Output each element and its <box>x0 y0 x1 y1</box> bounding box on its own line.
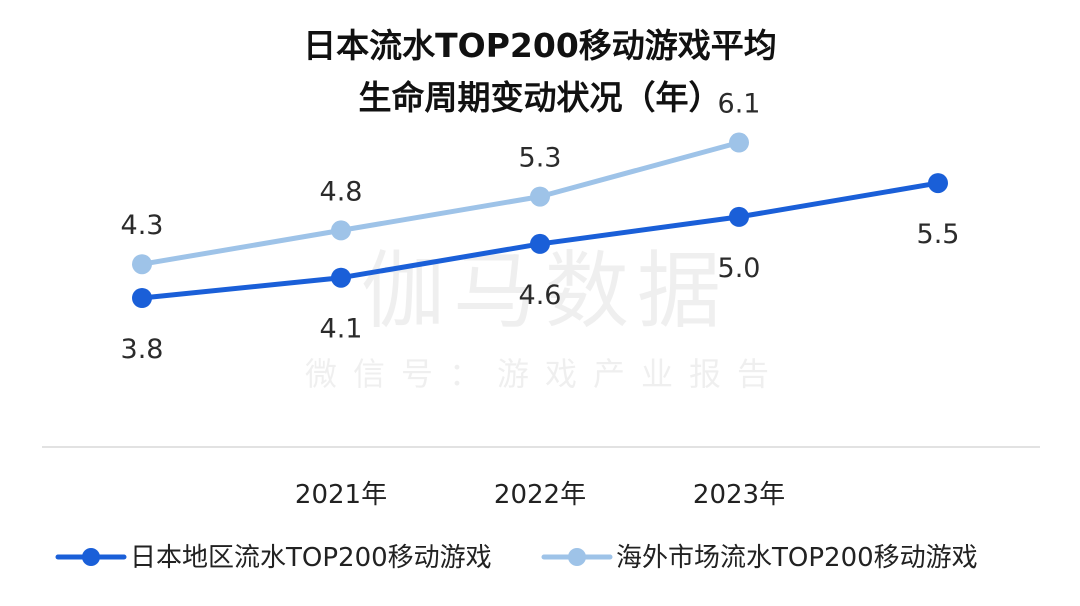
legend-label-overseas: 海外市场流水TOP200移动游戏 <box>616 543 978 573</box>
data-label-overseas-0: 4.3 <box>121 210 164 241</box>
data-point-japan-3 <box>729 206 749 227</box>
data-label-japan-4: 5.5 <box>917 219 960 250</box>
data-label-japan-0: 3.8 <box>121 334 164 365</box>
series-layer: 4.3 4.8 5.3 6.1 3.8 4.1 4.6 5.0 5.5 <box>121 89 960 365</box>
data-label-overseas-2: 5.3 <box>519 143 562 174</box>
data-point-japan-2 <box>530 233 550 254</box>
data-label-overseas-1: 4.8 <box>320 176 363 207</box>
legend-label-japan: 日本地区流水TOP200移动游戏 <box>130 543 492 573</box>
watermark: 伽马数据 微信号：游戏产业报告 <box>305 242 785 393</box>
series-japan: 3.8 4.1 4.6 5.0 5.5 <box>121 173 960 365</box>
legend-item-japan: 日本地区流水TOP200移动游戏 <box>55 543 492 573</box>
x-axis-ticks: 2021年 2022年 2023年 <box>295 480 785 510</box>
x-tick-label-3: 2023年 <box>693 480 785 510</box>
legend: 日本地区流水TOP200移动游戏 海外市场流水TOP200移动游戏 <box>55 543 978 573</box>
data-point-overseas-1 <box>331 220 351 241</box>
x-tick-label-2: 2022年 <box>494 480 586 510</box>
data-label-japan-3: 5.0 <box>718 253 761 284</box>
data-point-overseas-0 <box>132 254 152 275</box>
data-label-japan-1: 4.1 <box>320 314 363 345</box>
legend-marker-overseas <box>568 548 586 566</box>
watermark-main: 伽马数据 <box>361 242 729 340</box>
legend-item-overseas: 海外市场流水TOP200移动游戏 <box>541 543 978 573</box>
data-label-overseas-3: 6.1 <box>718 89 761 120</box>
series-line-overseas <box>139 140 742 267</box>
chart-title-line-1: 日本流水TOP200移动游戏平均 <box>303 26 777 65</box>
chart-title-line-2: 生命周期变动状况（年） <box>359 78 722 117</box>
watermark-sub: 微信号：游戏产业报告 <box>305 355 785 393</box>
data-point-japan-1 <box>331 267 351 288</box>
data-point-overseas-3 <box>729 132 749 153</box>
legend-marker-japan <box>82 548 100 566</box>
data-point-overseas-2 <box>530 186 550 207</box>
series-overseas: 4.3 4.8 5.3 6.1 <box>121 89 761 275</box>
data-point-japan-0 <box>132 288 152 308</box>
x-tick-label-1: 2021年 <box>295 480 387 510</box>
data-label-japan-2: 4.6 <box>519 280 562 311</box>
data-point-japan-4 <box>928 173 948 194</box>
